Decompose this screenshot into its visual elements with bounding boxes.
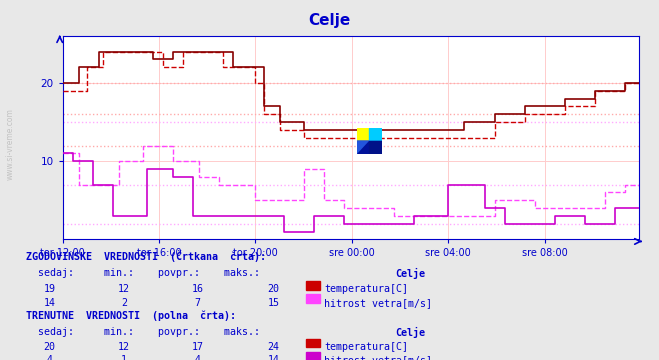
Text: 14: 14 bbox=[268, 355, 279, 360]
Text: 1: 1 bbox=[121, 355, 127, 360]
Polygon shape bbox=[357, 141, 369, 154]
Text: 19: 19 bbox=[43, 284, 55, 294]
Text: 12: 12 bbox=[118, 342, 130, 352]
Text: 14: 14 bbox=[43, 298, 55, 308]
Text: ZGODOVINSKE  VREDNOSTI  (Črtkana  črta):: ZGODOVINSKE VREDNOSTI (Črtkana črta): bbox=[26, 250, 266, 262]
Text: temperatura[C]: temperatura[C] bbox=[324, 284, 408, 294]
Text: 20: 20 bbox=[43, 342, 55, 352]
Text: sedaj:     min.:    povpr.:    maks.:: sedaj: min.: povpr.: maks.: bbox=[26, 268, 260, 278]
Bar bbox=[357, 128, 369, 141]
Polygon shape bbox=[369, 141, 382, 154]
Text: hitrost vetra[m/s]: hitrost vetra[m/s] bbox=[324, 298, 432, 308]
Text: Celje: Celje bbox=[395, 327, 426, 338]
Text: Celje: Celje bbox=[308, 13, 351, 28]
Bar bbox=[357, 141, 382, 154]
Text: 15: 15 bbox=[268, 298, 279, 308]
Polygon shape bbox=[357, 141, 369, 154]
Text: hitrost vetra[m/s]: hitrost vetra[m/s] bbox=[324, 355, 432, 360]
Text: 24: 24 bbox=[268, 342, 279, 352]
Bar bbox=[369, 128, 382, 141]
Text: 17: 17 bbox=[192, 342, 204, 352]
Text: TRENUTNE  VREDNOSTI  (polna  črta):: TRENUTNE VREDNOSTI (polna črta): bbox=[26, 310, 237, 321]
Text: 2: 2 bbox=[121, 298, 127, 308]
Text: sedaj:     min.:    povpr.:    maks.:: sedaj: min.: povpr.: maks.: bbox=[26, 327, 260, 337]
Text: 4: 4 bbox=[194, 355, 201, 360]
Text: 12: 12 bbox=[118, 284, 130, 294]
Text: temperatura[C]: temperatura[C] bbox=[324, 342, 408, 352]
Text: 20: 20 bbox=[268, 284, 279, 294]
Text: www.si-vreme.com: www.si-vreme.com bbox=[5, 108, 14, 180]
Text: 4: 4 bbox=[46, 355, 53, 360]
Text: 16: 16 bbox=[192, 284, 204, 294]
Text: Celje: Celje bbox=[395, 268, 426, 279]
Text: 7: 7 bbox=[194, 298, 201, 308]
